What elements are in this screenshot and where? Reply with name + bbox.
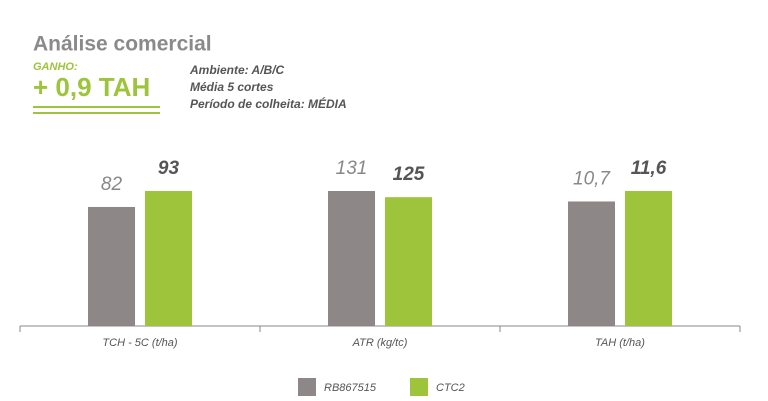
bar <box>145 191 192 326</box>
x-tick-label: ATR (kg/tc) <box>352 337 408 349</box>
value-label: 82 <box>101 174 123 195</box>
gain-value: + 0,9 TAH <box>33 72 150 102</box>
bar <box>568 201 615 326</box>
bar <box>625 191 672 326</box>
legend-swatch <box>410 378 428 396</box>
legend-label: RB867515 <box>324 382 377 394</box>
note: Média 5 cortes <box>190 80 274 94</box>
legend-label: CTC2 <box>436 382 465 394</box>
value-label: 131 <box>336 158 368 179</box>
title: Análise comercial <box>33 33 212 56</box>
bar <box>88 206 135 326</box>
gain-label: GANHO: <box>33 61 78 73</box>
note: Ambiente: A/B/C <box>189 63 285 77</box>
value-label: 125 <box>393 164 425 185</box>
x-tick-label: TCH - 5C (t/ha) <box>102 337 178 349</box>
bar <box>328 191 375 326</box>
note: Período de colheita: MÉDIA <box>190 96 347 111</box>
x-tick-label: TAH (t/ha) <box>595 337 645 349</box>
value-label: 93 <box>158 158 180 179</box>
legend-swatch <box>298 378 316 396</box>
value-label: 11,6 <box>631 158 667 179</box>
bar <box>385 197 432 326</box>
value-label: 10,7 <box>573 168 611 189</box>
